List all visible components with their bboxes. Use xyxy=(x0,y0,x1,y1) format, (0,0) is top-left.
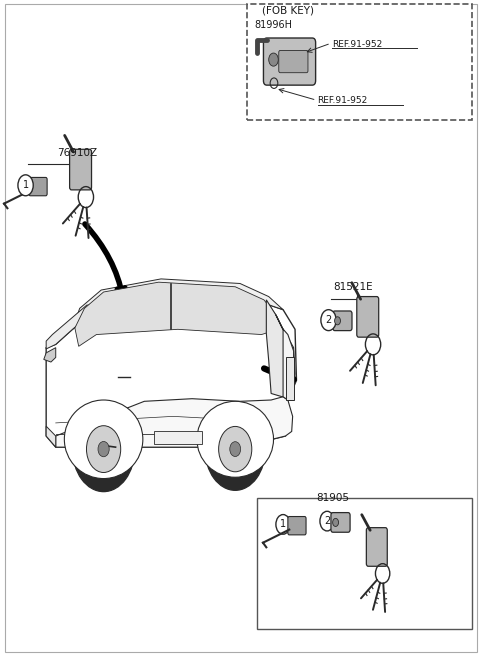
Polygon shape xyxy=(46,426,56,447)
Polygon shape xyxy=(44,348,56,362)
Text: REF.91-952: REF.91-952 xyxy=(318,96,368,106)
Text: REF.91-952: REF.91-952 xyxy=(332,39,382,49)
FancyBboxPatch shape xyxy=(333,311,352,331)
FancyBboxPatch shape xyxy=(288,516,306,535)
Circle shape xyxy=(18,174,33,195)
Polygon shape xyxy=(266,300,295,397)
Circle shape xyxy=(218,426,252,472)
Text: 76910Z: 76910Z xyxy=(57,148,97,159)
FancyBboxPatch shape xyxy=(257,498,472,629)
FancyBboxPatch shape xyxy=(264,38,316,85)
Polygon shape xyxy=(46,305,101,349)
Circle shape xyxy=(72,407,135,491)
Polygon shape xyxy=(46,292,297,447)
Text: (FOB KEY): (FOB KEY) xyxy=(262,6,313,16)
Circle shape xyxy=(320,511,334,531)
FancyBboxPatch shape xyxy=(366,527,387,566)
FancyBboxPatch shape xyxy=(357,297,379,337)
Polygon shape xyxy=(75,282,276,346)
Polygon shape xyxy=(72,279,283,329)
FancyBboxPatch shape xyxy=(286,358,294,400)
Polygon shape xyxy=(56,397,293,447)
Ellipse shape xyxy=(197,401,274,478)
Circle shape xyxy=(230,441,240,457)
Text: 1: 1 xyxy=(23,180,29,190)
FancyBboxPatch shape xyxy=(247,4,472,120)
Text: 81905: 81905 xyxy=(317,493,349,503)
Circle shape xyxy=(205,408,265,490)
FancyBboxPatch shape xyxy=(279,51,308,73)
Circle shape xyxy=(98,441,109,457)
Circle shape xyxy=(269,53,278,66)
Text: 81996H: 81996H xyxy=(254,20,292,30)
Text: 1: 1 xyxy=(280,520,286,529)
Circle shape xyxy=(321,310,336,331)
Polygon shape xyxy=(276,315,294,400)
Circle shape xyxy=(335,317,340,325)
FancyBboxPatch shape xyxy=(70,150,92,190)
Text: 2: 2 xyxy=(325,315,332,325)
FancyBboxPatch shape xyxy=(154,431,202,444)
Text: 2: 2 xyxy=(324,516,330,526)
Ellipse shape xyxy=(64,400,143,479)
Text: 81521E: 81521E xyxy=(333,282,373,292)
Circle shape xyxy=(276,514,290,534)
FancyBboxPatch shape xyxy=(331,512,350,532)
Circle shape xyxy=(86,426,120,472)
Circle shape xyxy=(333,518,338,527)
FancyBboxPatch shape xyxy=(29,177,47,195)
